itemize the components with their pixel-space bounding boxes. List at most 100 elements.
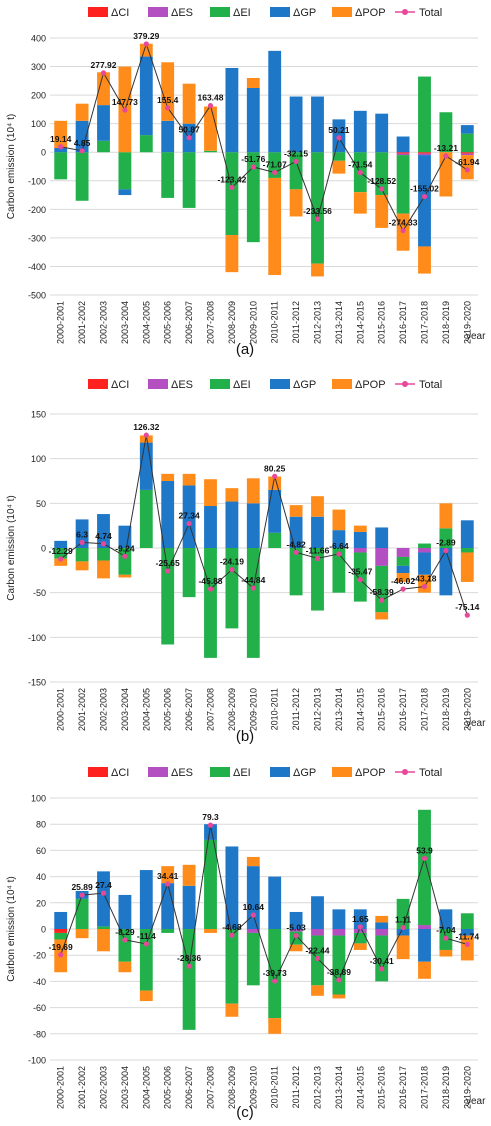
bar-pop-2014-2015 (353, 943, 367, 950)
bar-es-2017-2018 (418, 548, 431, 553)
bar-gp-2015-2016 (375, 527, 389, 548)
bar-pop-2011-2012 (289, 505, 303, 517)
x-tick-label: 2009-2010 (248, 301, 258, 344)
x-tick-label: 2017-2018 (420, 688, 430, 731)
legend: ΔCI ΔES ΔEI ΔGP ΔPOP Total (88, 379, 442, 391)
x-tick-label: 2014-2015 (355, 688, 365, 731)
total-label: -128.52 (367, 176, 396, 186)
bar-ei-2000-2001 (54, 932, 68, 940)
total-marker (357, 577, 363, 583)
bar-pop-2004-2005 (139, 435, 153, 443)
legend-swatch-pop (332, 767, 352, 777)
total-label: 126.32 (133, 422, 159, 432)
bars (54, 809, 474, 1034)
bar-gp-2014-2015 (353, 909, 367, 929)
total-label: -44.84 (241, 575, 265, 585)
bar-pop-2017-2018 (418, 246, 431, 274)
panel-caption: (a) (236, 341, 254, 358)
x-axis-title: year (466, 718, 486, 729)
bar-ei-2004-2005 (139, 929, 153, 991)
total-marker (250, 164, 256, 170)
y-tick-label: 80 (36, 820, 46, 830)
total-marker (143, 432, 149, 438)
bar-ei-2004-2005 (139, 489, 153, 548)
total-label: -25.65 (156, 558, 180, 568)
bar-ei-2009-2010 (246, 932, 260, 986)
total-marker (186, 135, 192, 141)
x-tick-label: 2010-2011 (270, 1066, 280, 1108)
total-marker (272, 169, 278, 176)
total-marker (207, 822, 214, 828)
y-axis-title: Carbon emission (10⁴ t) (6, 114, 17, 219)
total-marker (314, 216, 321, 222)
bar-gp-2000-2001 (54, 911, 68, 929)
total-marker (336, 977, 342, 983)
x-tick-label: 2019-2020 (462, 1066, 472, 1109)
bar-pop-2008-2009 (225, 235, 239, 273)
total-marker (400, 924, 406, 931)
bar-gp-2011-2012 (289, 911, 303, 929)
total-marker (443, 547, 449, 554)
total-line (60, 42, 468, 232)
x-tick-label: 2013-2014 (334, 1066, 344, 1109)
total-marker (464, 941, 470, 947)
bar-pop-2007-2008 (204, 479, 217, 507)
total-marker (464, 167, 470, 173)
y-tick-label: 50 (36, 499, 46, 509)
x-tick-label: 2007-2008 (206, 301, 216, 344)
total-label: -233.56 (303, 206, 332, 216)
x-tick-label: 2006-2007 (184, 301, 194, 344)
total-label: -5.03 (286, 923, 306, 933)
x-tick-label: 2011-2012 (291, 688, 301, 730)
y-axis-title: Carbon emission (10⁴ t) (6, 495, 17, 600)
total-label: 6.3 (76, 529, 88, 539)
bar-gp-2005-2006 (161, 481, 175, 548)
total-marker (79, 892, 85, 898)
bar-gp-2002-2003 (97, 514, 110, 548)
total-label: 10.64 (243, 902, 265, 912)
total-label: -43.18 (412, 574, 436, 584)
x-tick-label: 2017-2018 (420, 301, 430, 344)
total-series: -12.296.3 4.74-9.24 126.32 -25.65 27.34 -45.8… (49, 422, 480, 618)
total-label: 277.92 (91, 60, 117, 70)
bar-ei-2005-2006 (161, 152, 175, 198)
legend-swatch-ei (210, 379, 230, 389)
total-marker (207, 102, 214, 109)
y-tick-label: -100 (28, 633, 46, 643)
total-label: 50.21 (328, 125, 350, 135)
bar-pop-2003-2004 (118, 574, 132, 578)
bar-es-2019-2020 (460, 153, 474, 156)
bar-gp-2001-2002 (75, 120, 89, 153)
y-tick-label: 0 (41, 148, 46, 158)
total-label: -24.19 (220, 557, 244, 567)
total-marker (293, 932, 299, 939)
bar-pop-2014-2015 (353, 192, 367, 214)
bar-ei-2003-2004 (118, 152, 132, 190)
total-label: -2.89 (436, 538, 456, 548)
y-tick-label: 150 (31, 410, 46, 420)
total-marker (58, 556, 64, 562)
y-tick-label: -20 (33, 951, 46, 961)
bar-gp-2000-2001 (54, 540, 68, 548)
total-marker (229, 567, 235, 573)
bar-es-2014-2015 (353, 548, 367, 553)
bar-gp-2001-2002 (75, 519, 89, 548)
bar-gp-2008-2009 (225, 67, 239, 153)
bar-ci-2017-2018 (418, 152, 431, 154)
bar-gp-2019-2020 (460, 125, 474, 134)
bar-gp-2008-2009 (225, 501, 239, 548)
total-marker (400, 227, 406, 234)
x-tick-label: 2000-2001 (56, 688, 66, 731)
total-label: 163.48 (198, 93, 224, 103)
x-tick-label: 2011-2012 (291, 301, 301, 343)
bar-ei-2013-2014 (332, 548, 346, 593)
bar-es-2017-2018 (418, 925, 431, 929)
bar-ei-2001-2002 (75, 548, 89, 562)
bar-ci-2019-2020 (460, 152, 474, 154)
bar-ei-2010-2011 (268, 929, 282, 1019)
total-marker (250, 585, 256, 591)
bar-pop-2013-2014 (332, 509, 346, 531)
legend-marker-total (402, 769, 408, 775)
bar-gp-2017-2018 (418, 552, 431, 575)
bar-ei-2010-2011 (268, 532, 282, 548)
